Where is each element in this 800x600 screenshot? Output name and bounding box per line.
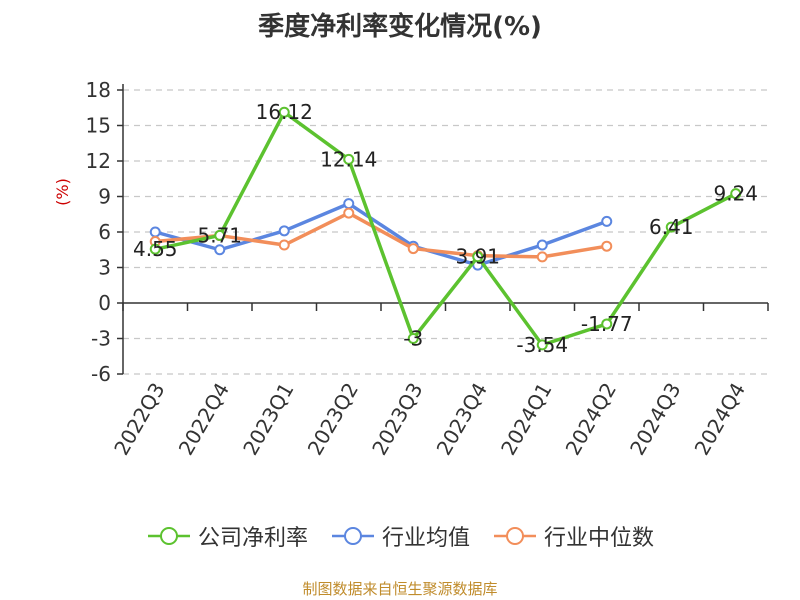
data-label: -3.54 bbox=[516, 333, 568, 357]
data-point bbox=[214, 229, 226, 241]
y-tick-label: -6 bbox=[91, 362, 111, 386]
data-label: 9.24 bbox=[713, 182, 758, 206]
legend-marker-icon bbox=[494, 527, 536, 545]
data-point bbox=[536, 339, 548, 351]
y-tick-label: 12 bbox=[86, 149, 111, 173]
data-point bbox=[149, 243, 161, 255]
y-tick-label: 0 bbox=[98, 291, 111, 315]
data-label: 16.12 bbox=[256, 100, 313, 124]
series-line bbox=[154, 201, 608, 267]
y-tick-label: 9 bbox=[98, 185, 111, 209]
data-point bbox=[343, 153, 355, 165]
data-label: 6.41 bbox=[649, 215, 694, 239]
x-tick-label: 2023Q2 bbox=[303, 379, 363, 460]
data-point bbox=[407, 333, 419, 344]
data-label: -1.77 bbox=[581, 312, 633, 336]
legend: 公司净利率 行业均值 行业中位数 bbox=[0, 520, 800, 552]
legend-label: 行业中位数 bbox=[544, 526, 655, 551]
x-tick-label: 2024Q3 bbox=[625, 379, 685, 460]
data-point bbox=[407, 243, 419, 255]
data-point bbox=[665, 221, 677, 233]
data-point bbox=[278, 106, 290, 118]
data-point bbox=[343, 207, 355, 219]
data-point bbox=[536, 251, 548, 263]
data-label: 5.71 bbox=[197, 223, 242, 247]
data-label: 3.91 bbox=[455, 245, 500, 269]
data-point bbox=[536, 239, 548, 251]
data-point bbox=[730, 188, 742, 200]
data-label: -3 bbox=[403, 327, 423, 351]
x-tick-label: 2023Q4 bbox=[432, 379, 492, 460]
series-line bbox=[154, 110, 737, 347]
y-tick-label: 6 bbox=[98, 220, 111, 244]
x-tick-label: 2022Q4 bbox=[174, 379, 234, 460]
y-axis-label: (%) bbox=[53, 178, 72, 206]
data-label: 12.14 bbox=[320, 147, 377, 171]
series-line bbox=[155, 211, 608, 259]
data-point bbox=[343, 198, 355, 210]
legend-marker-icon bbox=[331, 527, 374, 545]
y-tick-label: 3 bbox=[98, 256, 111, 280]
legend-marker-icon bbox=[147, 527, 190, 545]
data-point bbox=[214, 244, 226, 256]
data-point bbox=[601, 318, 613, 330]
x-tick-label: 2024Q1 bbox=[496, 379, 556, 460]
data-point bbox=[278, 239, 290, 251]
legend-item[interactable]: 行业中位数 bbox=[492, 520, 654, 552]
y-tick-label: 18 bbox=[86, 78, 111, 102]
data-point bbox=[278, 225, 290, 237]
data-label: 4.55 bbox=[133, 237, 178, 261]
y-tick-label: 15 bbox=[86, 114, 111, 138]
y-tick-label: -3 bbox=[91, 327, 111, 351]
x-tick-label: 2024Q4 bbox=[690, 379, 750, 460]
legend-label: 公司净利率 bbox=[197, 526, 308, 551]
data-point bbox=[601, 215, 613, 227]
legend-label: 行业均值 bbox=[381, 526, 470, 551]
x-tick-label: 2023Q3 bbox=[367, 379, 427, 460]
data-point bbox=[149, 226, 161, 238]
x-tick-label: 2023Q1 bbox=[238, 379, 298, 460]
chart-title: 季度净利率变化情况(%) bbox=[258, 12, 542, 42]
legend-item[interactable]: 行业均值 bbox=[330, 520, 470, 552]
x-tick-label: 2022Q3 bbox=[109, 379, 169, 460]
source-note: 制图数据来自恒生聚源数据库 bbox=[302, 580, 498, 598]
legend-item[interactable]: 公司净利率 bbox=[146, 520, 308, 552]
data-point bbox=[601, 240, 613, 252]
data-point bbox=[472, 251, 484, 263]
x-tick-label: 2024Q2 bbox=[561, 379, 621, 460]
